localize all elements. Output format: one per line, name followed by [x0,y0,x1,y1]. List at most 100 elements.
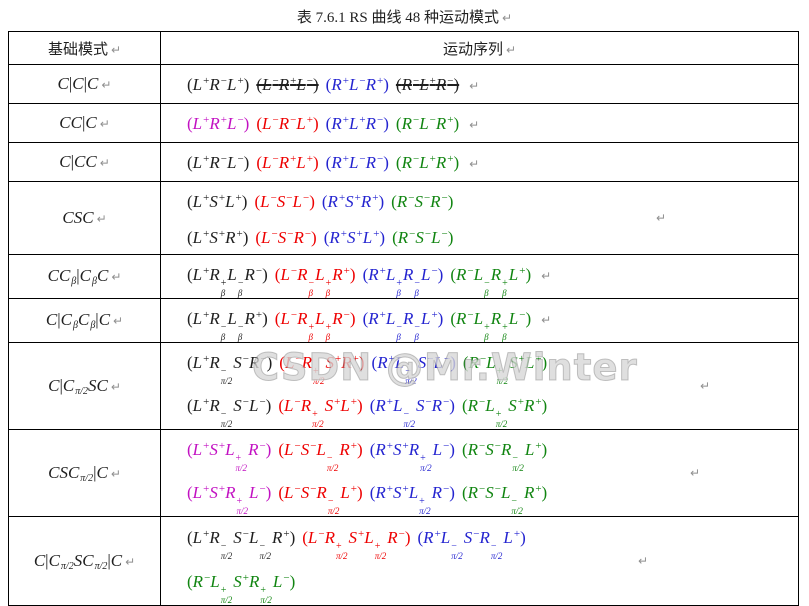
math-superscript: + [203,75,210,87]
math-symbol: ) [520,528,526,547]
math-letter: S [347,228,356,247]
math-superscript: + [535,483,542,495]
math-letter: C [59,113,71,132]
math-superscript: + [359,114,366,126]
math-letter: C [58,266,71,285]
math-superscript: − [308,278,315,289]
header-basic-mode: 基础模式 ↵ [8,31,161,65]
math-letter: L [431,228,441,247]
math-symbol: | [70,152,74,171]
math-letter: R [341,353,352,372]
math-letter: L [284,483,294,502]
math-superscript: − [260,353,267,365]
math-superscript: + [431,309,438,321]
motion-sequence: (R−L+R−) [396,75,459,94]
math-subscript: π/2 [512,463,524,473]
math-letter: L [192,440,203,459]
math-superscript: + [203,309,210,321]
math-superscript: − [447,75,454,87]
motion-sequence: (L+R−L−) [187,153,249,172]
math-scripts: + β [326,279,332,298]
math-scripts: − π/2 [327,454,339,473]
math-letter: L [315,265,325,284]
math-symbol: ) [383,114,389,133]
sequence-line: (L+R−L−) (L−R+L+) (R+L−R−) (R−L+R+) ↵ [187,144,798,181]
math-letter: L [284,440,294,459]
math-superscript: − [479,353,487,365]
paragraph-mark: ↵ [99,156,110,170]
math-superscript: − [294,440,301,452]
math-letter: L [280,309,290,328]
math-superscript: + [519,265,526,277]
math-symbol: ) [357,483,363,502]
math-subscript: π/2 [403,419,415,429]
math-subscript: β [72,320,78,331]
basic-mode: C|CβCβ|C [46,310,110,331]
math-superscript: − [271,228,278,240]
paragraph-mark: ↵ [110,379,121,394]
math-letter: R [402,309,414,328]
math-superscript: + [218,440,226,452]
math-letter: C [96,462,108,482]
math-superscript: − [494,483,501,495]
math-letter: S [414,192,423,211]
math-letter: R [278,153,290,172]
math-letter: R [316,483,327,502]
paragraph-mark: ↵ [469,79,480,93]
motion-sequence: (L−S−L−) [254,192,314,211]
math-subscript: π/2 [313,376,325,386]
math-symbol: ( [255,228,262,247]
math-letter: C [79,266,92,285]
math-subscript: β [396,288,401,298]
math-scripts: − π/2 [491,542,503,561]
basic-mode: C|Cπ/2SC [48,376,108,397]
math-letter: S [233,528,242,547]
math-letter: R [490,309,502,328]
math-superscript: + [343,265,350,277]
math-letter: S [233,353,242,372]
math-letter: L [340,396,350,415]
math-superscript: − [310,440,317,452]
math-symbol: ( [187,153,193,172]
math-superscript: + [379,309,386,321]
math-symbol: ( [187,75,193,94]
math-letter: L [280,265,290,284]
math-superscript: + [308,322,315,333]
math-superscript: − [484,278,490,289]
math-letter: R [331,114,342,133]
math-letter: S [415,228,424,247]
math-scripts: − π/2 [451,542,463,561]
math-letter: R [209,309,220,328]
math-letter: R [523,483,535,502]
math-letter: R [329,228,340,247]
math-letter: C [87,74,99,93]
math-subscript: β [308,288,314,298]
motion-sequence: (R+L − π/2 S−L−) [372,353,456,386]
math-subscript: β [484,288,489,298]
math-letter: R [209,265,220,284]
math-subscript: π/2 [451,551,463,561]
math-symbol: ( [274,309,281,328]
sequence-line: (L+R−L+) (L−R+L−) (R+L−R+) (R−L+R−) ↵ [187,66,798,103]
math-superscript: − [290,265,298,277]
math-symbol: ) [312,75,319,94]
motion-sequence: (R−L+R+) [396,153,459,172]
math-scripts: + π/2 [336,542,348,561]
math-symbol: ( [392,228,398,247]
math-symbol: ) [309,192,315,211]
math-symbol: ) [265,440,272,459]
math-superscript: − [429,114,436,126]
math-letter: R [467,483,479,502]
paragraph-mark: ↵ [110,42,122,57]
paragraph-mark: ↵ [96,212,107,226]
math-scripts: + β [221,279,227,298]
math-letter: S [300,483,310,502]
math-superscript: − [255,265,263,277]
math-symbol: ( [325,75,332,94]
math-letter: L [348,75,359,94]
math-letter: L [508,309,519,328]
math-letter: S [324,396,334,415]
math-symbol: ( [187,228,193,247]
math-letter: R [209,528,220,547]
math-scripts: − β [414,279,420,298]
